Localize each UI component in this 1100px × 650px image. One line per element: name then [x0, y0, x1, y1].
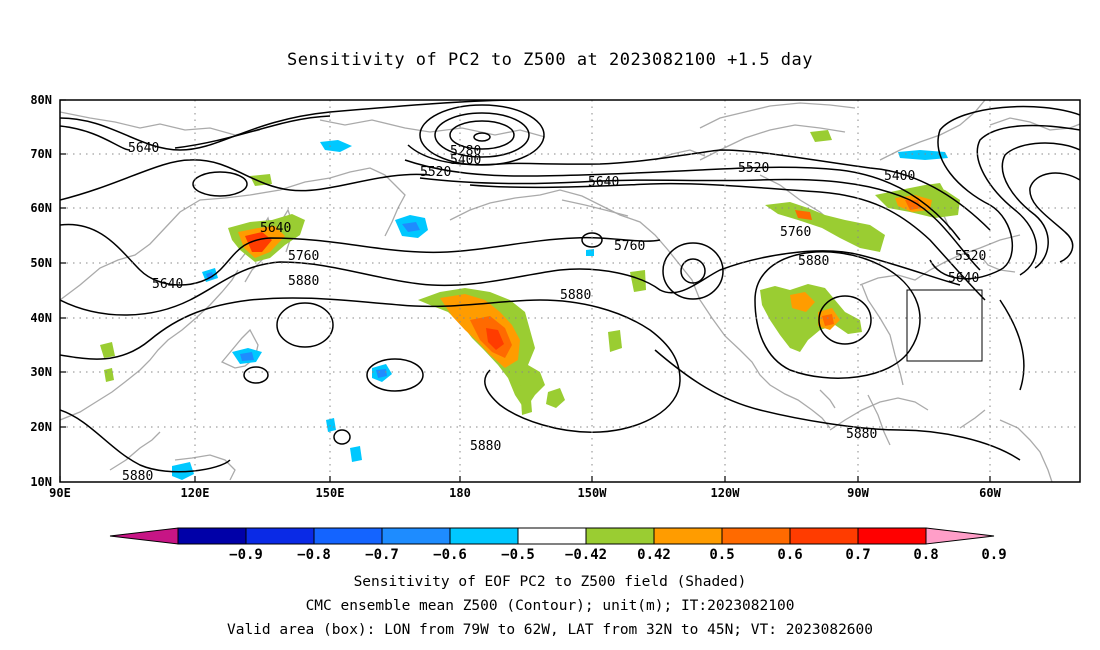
lon-label: 60W: [979, 486, 1001, 500]
lat-label: 30N: [30, 365, 52, 379]
contour-label: 5880: [470, 439, 501, 454]
footer-line-3: Valid area (box): LON from 79W to 62W, L…: [226, 622, 873, 638]
colorbar-label: −0.6: [433, 547, 467, 563]
lat-label: 40N: [30, 311, 52, 325]
colorbar-end-low: [109, 527, 179, 545]
colorbar-label: 0.42: [637, 547, 671, 563]
colorbar-label: 0.6: [777, 547, 802, 563]
colorbar-label: 0.8: [913, 547, 938, 563]
contour-label: 5640: [948, 271, 979, 286]
contour-label: 5640: [588, 175, 619, 190]
contour-label: 5760: [288, 249, 319, 264]
colorbar-label: −0.7: [365, 547, 399, 563]
colorbar-segment: [177, 527, 247, 545]
lat-lon-grid: [60, 100, 1080, 482]
contour-label: 5280: [450, 144, 481, 159]
contour-label: 5760: [614, 239, 645, 254]
colorbar-label: −0.42: [565, 547, 607, 563]
contour-label: 5400: [450, 153, 481, 168]
lon-label: 180: [449, 486, 471, 500]
colorbar-segment: [245, 527, 315, 545]
contour-label: 5520: [738, 161, 769, 176]
lat-label: 70N: [30, 147, 52, 161]
lon-axis-labels: 90E 120E 150E 180 150W 120W 90W 60W: [49, 486, 1001, 500]
colorbar-segment: [381, 527, 451, 545]
colorbar-label: −0.8: [297, 547, 331, 563]
contour-label: 5760: [780, 225, 811, 240]
map-title: Sensitivity of PC2 to Z500 at 2023082100…: [286, 50, 813, 70]
lat-label: 80N: [30, 93, 52, 107]
contour-label: 5880: [122, 469, 153, 484]
lon-label: 90E: [49, 486, 71, 500]
tick-marks: [59, 99, 991, 482]
plot-frame: [59, 99, 1081, 483]
contour-label: 5640: [260, 221, 291, 236]
footer-line-2: CMC ensemble mean Z500 (Contour); unit(m…: [305, 598, 795, 614]
colorbar-segment: [857, 527, 927, 545]
colorbar-label: 0.7: [845, 547, 870, 563]
contour-label: 5640: [128, 141, 159, 156]
contour-labels: 5640 5280 5400 5520 5640 5520 5400 5640 …: [122, 141, 986, 484]
contour-label: 5880: [288, 274, 319, 289]
contour-label: 5520: [955, 249, 986, 264]
colorbar-end-high: [925, 527, 995, 545]
colorbar-segment: [789, 527, 859, 545]
lat-label: 50N: [30, 256, 52, 270]
lat-label: 10N: [30, 475, 52, 489]
colorbar-segment: [653, 527, 723, 545]
height-contours: [60, 100, 1080, 473]
contour-label: 5880: [846, 427, 877, 442]
footer-line-1: Sensitivity of EOF PC2 to Z500 field (Sh…: [353, 574, 747, 590]
colorbar-label: −0.5: [501, 547, 535, 563]
contour-label: 5640: [152, 277, 183, 292]
lat-label: 20N: [30, 420, 52, 434]
colorbar: −0.9 −0.8 −0.7 −0.6 −0.5 −0.42 0.42 0.5 0.6 0.7 0.…: [109, 527, 1007, 563]
contour-label: 5880: [560, 288, 591, 303]
lon-label: 90W: [847, 486, 869, 500]
lon-label: 120E: [181, 486, 210, 500]
contour-label: 5400: [884, 169, 915, 184]
lon-label: 120W: [711, 486, 741, 500]
lat-axis-labels: 80N 70N 60N 50N 40N 30N 20N 10N: [30, 93, 52, 489]
colorbar-label: 0.5: [709, 547, 734, 563]
colorbar-label: −0.9: [229, 547, 263, 563]
colorbar-label: 0.9: [981, 547, 1006, 563]
lat-label: 60N: [30, 201, 52, 215]
contour-label: 5880: [798, 254, 829, 269]
valid-area-box: [906, 289, 983, 362]
contour-label: 5520: [420, 165, 451, 180]
colorbar-segment: [449, 527, 519, 545]
colorbar-segment: [721, 527, 791, 545]
lon-label: 150E: [316, 486, 345, 500]
colorbar-segment: [517, 527, 587, 545]
colorbar-segment: [313, 527, 383, 545]
lon-label: 150W: [578, 486, 608, 500]
colorbar-segment: [585, 527, 655, 545]
